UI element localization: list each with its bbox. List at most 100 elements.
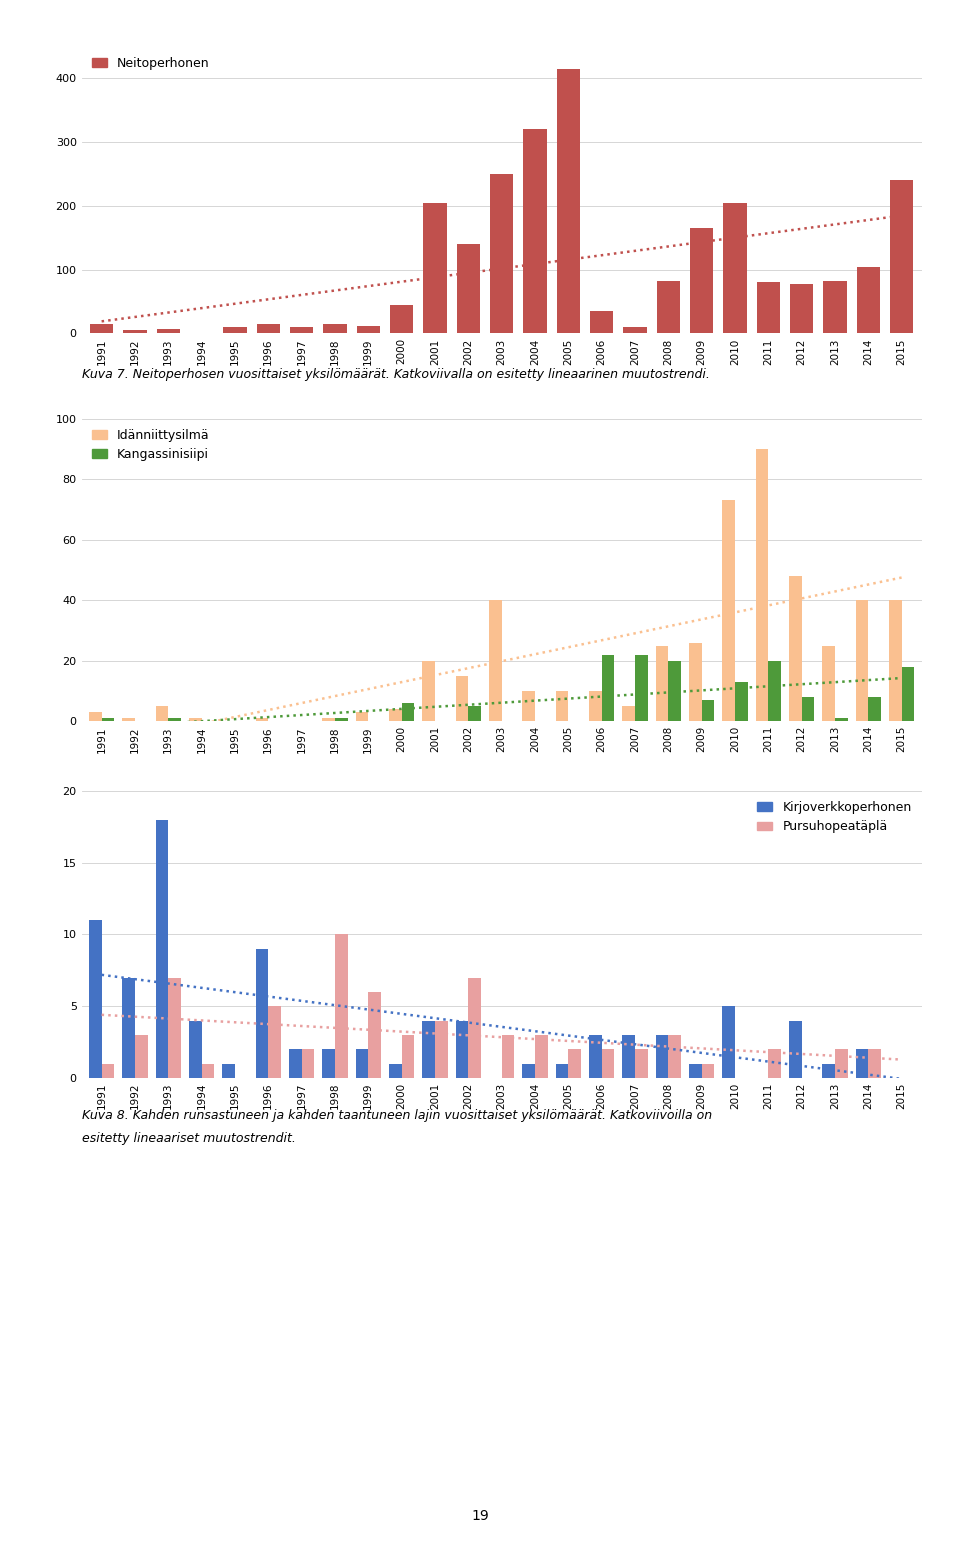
Bar [768, 661, 780, 721]
Bar [335, 934, 348, 1078]
Bar [556, 1064, 568, 1078]
Bar [468, 706, 481, 721]
Bar [490, 174, 514, 333]
Bar [802, 696, 814, 721]
Bar [635, 1048, 648, 1078]
Text: Kuva 7. Neitoperhosen vuosittaiset yksilömäärät. Katkoviivalla on esitetty linea: Kuva 7. Neitoperhosen vuosittaiset yksil… [82, 368, 709, 380]
Bar [468, 977, 481, 1078]
Bar [635, 655, 648, 721]
Bar [656, 645, 668, 721]
Bar [435, 1021, 447, 1078]
Bar [102, 718, 114, 721]
Bar [323, 718, 335, 721]
Bar [723, 203, 747, 333]
Bar [756, 282, 780, 333]
Bar [123, 330, 147, 333]
Bar [423, 203, 446, 333]
Bar [389, 709, 401, 721]
Bar [856, 267, 880, 333]
Legend: Kirjoverkkoperhonen, Pursuhopeatäplä: Kirjoverkkoperhonen, Pursuhopeatäplä [754, 797, 915, 838]
Bar [622, 706, 635, 721]
Bar [501, 1035, 515, 1078]
Bar [789, 1021, 802, 1078]
Bar [657, 281, 680, 333]
Legend: Idänniittysilmä, Kangassinisiipi: Idänniittysilmä, Kangassinisiipi [88, 425, 213, 465]
Bar [855, 600, 868, 721]
Bar [389, 1064, 401, 1078]
Text: 19: 19 [471, 1509, 489, 1523]
Bar [256, 324, 280, 333]
Bar [369, 993, 381, 1078]
Bar [722, 501, 735, 721]
Bar [823, 645, 835, 721]
Bar [668, 1035, 681, 1078]
Bar [122, 718, 135, 721]
Bar [456, 1021, 468, 1078]
Bar [623, 327, 647, 333]
Bar [823, 1064, 835, 1078]
Bar [590, 312, 613, 333]
Bar [135, 1035, 148, 1078]
Bar [289, 1048, 301, 1078]
Legend: Neitoperhonen: Neitoperhonen [88, 53, 213, 73]
Bar [824, 281, 847, 333]
Bar [168, 718, 180, 721]
Bar [868, 1048, 881, 1078]
Bar [102, 1064, 114, 1078]
Bar [202, 1064, 214, 1078]
Bar [456, 676, 468, 721]
Bar [156, 329, 180, 333]
Bar [90, 324, 113, 333]
Bar [722, 1007, 735, 1078]
Bar [855, 1048, 868, 1078]
Bar [622, 1035, 635, 1078]
Bar [189, 718, 202, 721]
Bar [602, 1048, 614, 1078]
Bar [356, 326, 380, 333]
Bar [223, 1064, 235, 1078]
Bar [355, 1048, 369, 1078]
Bar [668, 661, 681, 721]
Bar [401, 1035, 415, 1078]
Bar [224, 327, 247, 333]
Bar [422, 661, 435, 721]
Bar [602, 655, 614, 721]
Bar [355, 712, 369, 721]
Bar [868, 696, 881, 721]
Bar [255, 949, 268, 1078]
Bar [489, 600, 501, 721]
Bar [323, 1048, 335, 1078]
Bar [168, 977, 180, 1078]
Bar [901, 667, 914, 721]
Bar [735, 682, 748, 721]
Bar [689, 642, 702, 721]
Bar [568, 1048, 581, 1078]
Bar [301, 1048, 314, 1078]
Bar [835, 718, 848, 721]
Bar [588, 1035, 602, 1078]
Bar [556, 690, 568, 721]
Bar [789, 575, 802, 721]
Bar [89, 712, 102, 721]
Bar [690, 228, 713, 333]
Bar [656, 1035, 668, 1078]
Bar [535, 1035, 547, 1078]
Bar [689, 1064, 702, 1078]
Bar [290, 327, 313, 333]
Bar [335, 718, 348, 721]
Bar [422, 1021, 435, 1078]
Bar [522, 1064, 535, 1078]
Bar [889, 600, 901, 721]
Bar [401, 703, 415, 721]
Text: esitetty lineaariset muutostrendit.: esitetty lineaariset muutostrendit. [82, 1132, 296, 1145]
Bar [702, 1064, 714, 1078]
Bar [557, 68, 580, 333]
Bar [268, 1007, 281, 1078]
Bar [89, 920, 102, 1078]
Bar [457, 244, 480, 333]
Bar [790, 284, 813, 333]
Bar [702, 700, 714, 721]
Bar [523, 129, 546, 333]
Bar [156, 706, 168, 721]
Bar [122, 977, 135, 1078]
